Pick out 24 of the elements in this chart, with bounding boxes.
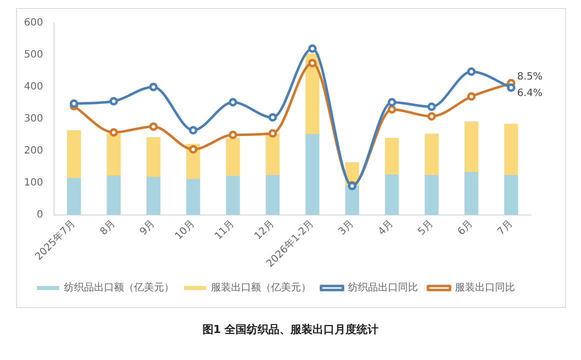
y-tick-label: 600 <box>23 18 43 29</box>
x-tick-label: 9月 <box>138 218 157 238</box>
y-tick-label: 0 <box>36 209 43 220</box>
text: 图1 全国纺织品、服装出口月度统计 <box>201 322 380 337</box>
x-tick-label: 4月 <box>376 218 396 238</box>
data-label: 8.5% <box>516 72 542 83</box>
y-tick-label: 500 <box>23 50 43 61</box>
x-tick-label: 10月 <box>172 218 197 242</box>
y-tick-label: 100 <box>23 177 43 188</box>
x-tick-label: 5月 <box>416 218 436 238</box>
legend-label: 服装出口同比 <box>454 282 514 294</box>
data-label: 6.4% <box>516 88 542 100</box>
x-tick-label: 12月 <box>252 218 276 242</box>
x-tick-label: 11月 <box>212 218 236 242</box>
legend-label: 纺织品出口同比 <box>348 282 418 294</box>
x-tick-label: 6月 <box>455 218 475 238</box>
legend-label: 服装出口额（亿美元） <box>210 282 310 294</box>
y-tick-label: 300 <box>23 114 43 125</box>
x-tick-label: 7月 <box>495 218 515 238</box>
y-tick-label: 400 <box>23 82 43 93</box>
legend-label: 纺织品出口额（亿美元） <box>64 282 174 294</box>
x-tick-label: 3月 <box>336 218 356 238</box>
y-tick-label: 200 <box>23 145 43 156</box>
x-tick-label: 8月 <box>98 218 118 238</box>
